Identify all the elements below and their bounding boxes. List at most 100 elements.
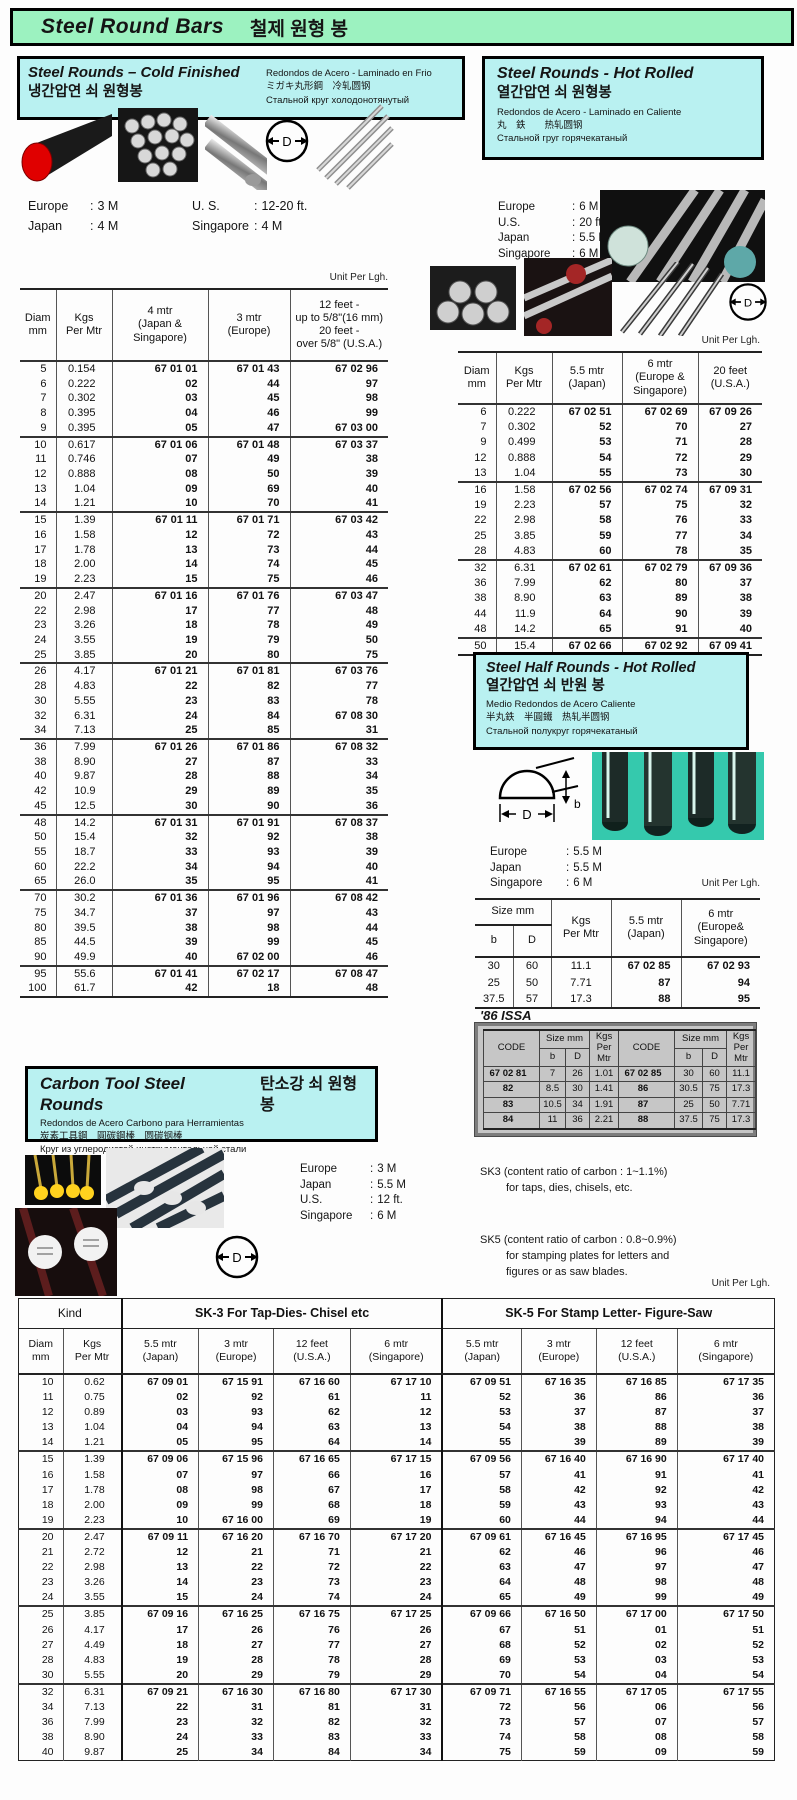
- table-row: 16 1.58 67 02 56 67 02 74 67 09 31: [458, 481, 762, 499]
- table-row: 36 7.99 67 01 26 67 01 86 67 08 32: [20, 737, 388, 755]
- code-header: CODE: [483, 1029, 540, 1067]
- carbon-bars-photo: [106, 1148, 224, 1228]
- cold-subtitle-japanese: ミガキ丸形鋼 冷轧圆钢: [266, 81, 371, 93]
- table-row: 40 9.87 25 34 84 34 75 59 09 59: [19, 1745, 775, 1761]
- table-row: 95 55.6 67 01 41 67 02 17 67 08 47: [20, 964, 388, 982]
- table-row: 5 0.154 67 01 01 67 01 43 67 02 96: [20, 360, 388, 377]
- table-row: 26 4.17 17 26 76 26 67 51 01 51: [19, 1622, 775, 1638]
- sk5-note-line2: for stamping plates for letters and: [506, 1250, 670, 1262]
- table-row: 9 0.499 53 71 28: [458, 435, 762, 451]
- table-row: 82 8.5 30 1.41 86 30.5 75 17.3: [483, 1081, 757, 1098]
- length-spec: Singapore:6 M: [490, 877, 593, 889]
- sk3-note-line2: for taps, dies, chisels, etc.: [506, 1182, 633, 1194]
- table-row: 19 2.23 15 75 46: [20, 572, 388, 588]
- table-row: 28 4.83 60 78 35: [458, 543, 762, 561]
- length-spec: U.S.:20 ft.: [498, 216, 605, 229]
- table-row: 25 3.85 59 77 34: [458, 528, 762, 544]
- table-row: 30 5.55 23 83 78: [20, 693, 388, 709]
- table-row: 6 0.222 67 02 51 67 02 69 67 09 26: [458, 402, 762, 421]
- half-round-diagram: D b: [486, 756, 586, 832]
- table-row: 24 3.55 19 79 50: [20, 632, 388, 648]
- carbon-subtitle-spanish: Redondos de Acero Carbono para Herramien…: [40, 1117, 244, 1129]
- unit-per-length-label: Unit Per Lgh.: [701, 878, 760, 889]
- half-subtitle-spanish: Medio Redondos de Acero Caliente: [486, 698, 636, 710]
- column-header: 6 mtr (Europe & Singapore): [621, 352, 698, 404]
- kgs-header: Kgs Per Mtr: [726, 1029, 757, 1067]
- table-row: 21 2.72 12 21 71 21 62 46 96 46: [19, 1545, 775, 1561]
- column-header: Kgs Per Mtr: [495, 352, 552, 404]
- table-row: 50 15.4 32 92 38: [20, 830, 388, 845]
- page-title-banner: Steel Round Bars 철제 원형 봉: [10, 8, 794, 46]
- column-header: 5.5 mtr (Japan): [610, 899, 681, 957]
- carbon-diameter-icon: D: [212, 1232, 262, 1282]
- length-spec: Japan:4 M: [28, 219, 119, 233]
- table-row: 42 10.9 29 89 35: [20, 784, 388, 799]
- hot-bars-photo: [600, 190, 765, 282]
- length-spec: U. S.:12-20 ft.: [192, 199, 308, 213]
- table-row: 12 0.888 54 72 29: [458, 450, 762, 466]
- svg-text:D: D: [282, 134, 291, 149]
- hot-title-korean: 열간압연 쇠 원형봉: [497, 85, 612, 101]
- half-rounds-table: Size mm Kgs Per Mtr 5.5 mtr (Japan) 6 mtr (…: [475, 898, 760, 1009]
- table-row: 44 11.9 64 90 39: [458, 606, 762, 622]
- hot-subtitle-japanese: 丸 鉄 热轧圆钢: [497, 120, 583, 132]
- cold-lengths: Europe:3 M U. S.:12-20 ft. Japan:4 M Singap…: [28, 196, 307, 236]
- table-row: 25 3.85 67 09 16 67 16 25 67 16 75 67 17 25 67…: [18, 1605, 775, 1623]
- table-row: 32 6.31 67 02 61 67 02 79 67 09 36: [458, 559, 762, 577]
- column-header: Kgs Per Mtr: [55, 289, 112, 361]
- unit-per-length-label: Unit Per Lgh.: [701, 335, 760, 346]
- carbon-label-photo: [15, 1208, 117, 1296]
- cold-bar-fan-image: [312, 104, 394, 192]
- table-row: 67 02 81 7 26 1.01 67 02 85 30 60 11.1: [483, 1065, 757, 1083]
- table-row: 36 7.99 23 32 82 32 73 57 07 57: [19, 1715, 775, 1731]
- table-row: 7 0.302 52 70 27: [458, 420, 762, 436]
- table-row: 13 1.04 04 94 63 13 54 38 88 38: [19, 1420, 775, 1436]
- table-row: 60 22.2 34 94 40: [20, 859, 388, 875]
- svg-text:D: D: [522, 807, 531, 822]
- cold-subtitle-russian: Стальной круг холодонотянутый: [266, 94, 410, 106]
- sk5-header: SK-5 For Stamp Letter- Figure-Saw: [441, 1298, 775, 1329]
- table-row: 27 4.49 18 27 77 27 68 52 02 52: [19, 1637, 775, 1653]
- table-row: 13 1.04 55 73 30: [458, 465, 762, 483]
- kgs-header: Kgs Per Mtr: [589, 1029, 620, 1067]
- table-row: 22 2.98 58 76 33: [458, 513, 762, 529]
- table-row: 15 1.39 67 01 11 67 01 71 67 03 42: [20, 511, 388, 528]
- carbon-lengths: Europe:3 M Japan:5.5 M U.S.:12 ft. Singapor…: [300, 1162, 406, 1224]
- table-row: 28 4.83 19 28 78 28 69 53 03 53: [19, 1652, 775, 1668]
- table-row: 7 0.302 03 45 98: [20, 391, 388, 407]
- table-row: 100 61.7 42 18 48: [20, 981, 388, 998]
- carbon-tool-steel-table: Kind SK-3 For Tap-Dies- Chisel etc SK-5 Fo…: [18, 1298, 775, 1762]
- table-row: 40 9.87 28 88 34: [20, 769, 388, 785]
- table-row: 14 1.21 05 95 64 14 55 39 89 39: [19, 1435, 775, 1452]
- table-row: 38 8.90 27 87 33: [20, 754, 388, 770]
- carbon-subtitle-chinese: 炭素工具鋼 圓碳鋼棒 圆碳钢棒: [40, 1130, 183, 1142]
- sk3-note: SK3 (content ratio of carbon : 1~1.1%) f…: [480, 1164, 667, 1196]
- code-header: CODE: [618, 1029, 676, 1067]
- table-row: 38 8.90 63 89 38: [458, 591, 762, 607]
- hot-subtitle-spanish: Redondos de Acero - Laminado en Caliente: [497, 106, 682, 118]
- column-header: 5.5 mtr (Japan): [551, 352, 622, 404]
- table-row: 17 1.78 08 98 67 17 58 42 92 42: [19, 1482, 775, 1498]
- hot-rolled-header-box: Steel Rounds - Hot Rolled 열간압연 쇠 원형봉 Red…: [482, 56, 764, 160]
- page-title: Steel Round Bars: [41, 15, 225, 38]
- table-row: 70 30.2 67 01 36 67 01 96 67 08 42: [20, 889, 388, 906]
- table-row: 45 12.5 30 90 36: [20, 798, 388, 815]
- table-row: 12 0.888 08 50 39: [20, 467, 388, 482]
- half-subtitle-russian: Стальной полукруг горячекатаный: [486, 725, 638, 737]
- cold-bars-image: [205, 106, 267, 190]
- length-spec: Japan:5.5 M: [490, 861, 602, 874]
- carbon-tool-header-box: Carbon Tool Steel Rounds 탄소강 쇠 원형봉 Redon…: [25, 1066, 378, 1155]
- table-row: 25 50 7.71 87 94: [475, 974, 760, 991]
- table-row: 75 34.7 37 97 43: [20, 905, 388, 921]
- table-row: 30 60 11.1 67 02 85 67 02 93: [475, 957, 760, 974]
- column-header: 6 mtr (Europe& Singapore): [680, 899, 760, 957]
- hot-diameter-icon: D: [726, 280, 770, 324]
- column-header: 6 mtr (Singapore): [349, 1328, 443, 1375]
- table-row: 36 7.99 62 80 37: [458, 576, 762, 592]
- hot-bundle-photo-1: [430, 266, 516, 330]
- column-header: 6 mtr (Singapore): [676, 1328, 775, 1375]
- table-row: 90 49.9 40 67 02 00 46: [20, 950, 388, 966]
- column-header: 12 feet - up to 5/8"(16 mm) 20 feet - ov…: [289, 289, 388, 361]
- table-row: 12 0.89 03 93 62 12 53 37 87 37: [19, 1405, 775, 1421]
